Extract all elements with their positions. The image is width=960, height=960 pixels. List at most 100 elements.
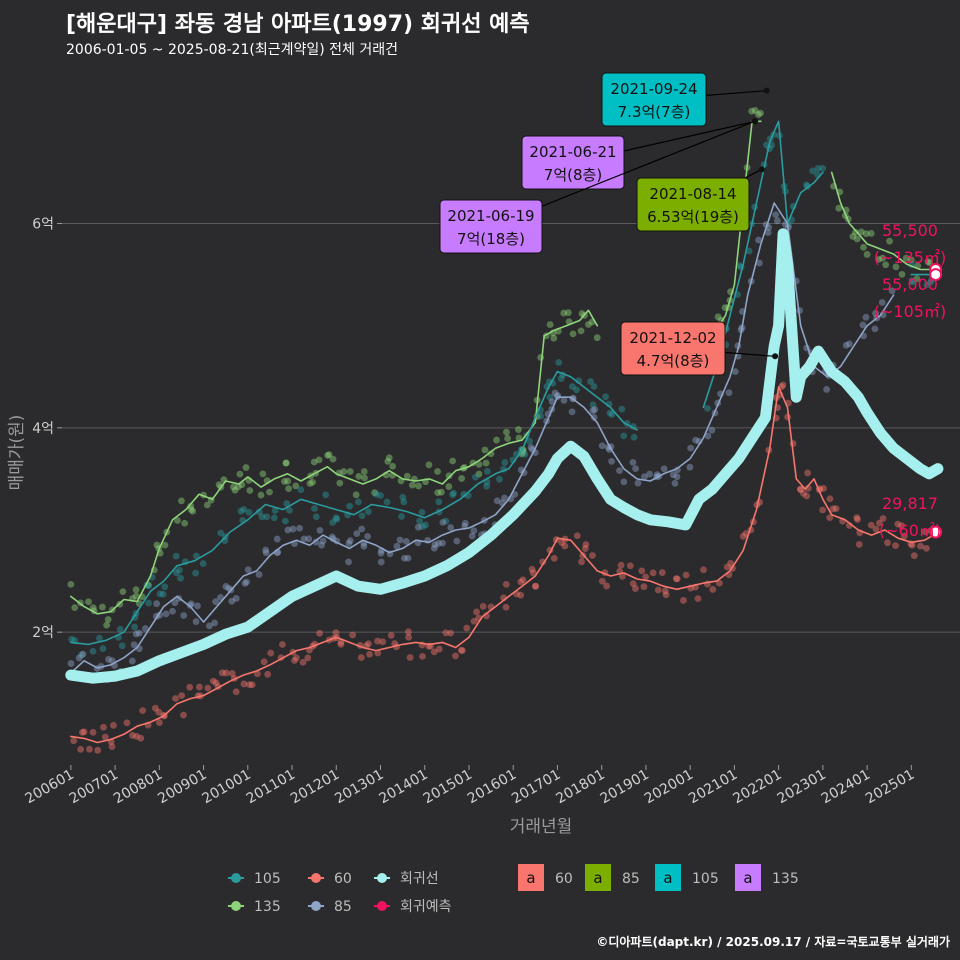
scatter-point	[284, 526, 292, 534]
scatter-point	[192, 618, 200, 625]
scatter-point	[803, 492, 811, 500]
scatter-point	[355, 472, 363, 480]
scatter-point	[431, 541, 439, 549]
scatter-point	[561, 542, 569, 550]
scatter-point	[921, 528, 929, 536]
scatter-point	[357, 654, 365, 661]
scatter-point	[379, 638, 387, 646]
scatter-point	[262, 546, 270, 554]
scatter-point	[772, 211, 780, 219]
scatter-point	[110, 721, 117, 729]
scatter-point	[773, 217, 781, 225]
scatter-point	[442, 629, 450, 637]
scatter-point	[243, 578, 251, 586]
scatter-point	[589, 552, 596, 559]
scatter-point	[297, 486, 305, 494]
scatter-point	[463, 624, 471, 632]
scatter-point	[401, 554, 408, 562]
scatter-point	[687, 444, 695, 452]
scatter-point	[232, 688, 240, 696]
x-axis-title: 거래년월	[510, 817, 573, 837]
scatter-point	[212, 598, 220, 606]
scatter-point	[304, 654, 312, 662]
scatter-point	[337, 640, 345, 648]
scatter-point	[345, 539, 353, 547]
scatter-point	[826, 514, 834, 522]
scatter-point	[79, 650, 87, 658]
scatter-point	[103, 621, 111, 629]
scatter-point	[186, 683, 194, 691]
scatter-point	[638, 567, 646, 575]
x-tick-label: 201801	[553, 767, 607, 808]
callout-target	[772, 353, 779, 360]
series-line-135c	[830, 171, 935, 271]
scatter-point	[731, 368, 739, 376]
credit-text: ©디아파트(dapt.kr) / 2025.09.17 / 자료=국토교통부 실…	[596, 935, 950, 949]
scatter-point	[195, 683, 203, 691]
legend-box-glyph: a	[743, 869, 752, 887]
scatter-point	[927, 279, 934, 286]
scatter-point	[620, 432, 628, 440]
scatter-point	[894, 520, 902, 528]
scatter-point	[78, 651, 85, 659]
scatter-point	[673, 575, 681, 583]
scatter-point	[585, 321, 592, 328]
scatter-point	[132, 586, 140, 594]
scatter-point	[757, 109, 764, 117]
scatter-point	[416, 517, 424, 525]
forecast-area: (~105㎡)	[874, 302, 946, 321]
scatter-point	[101, 733, 109, 741]
scatter-point	[620, 478, 628, 486]
scatter-point	[457, 646, 465, 654]
scatter-point	[461, 519, 469, 527]
scatter-point	[482, 459, 490, 467]
scatter-point	[403, 472, 411, 480]
scatter-point	[779, 381, 787, 389]
scatter-point	[309, 478, 316, 486]
scatter-point	[364, 532, 372, 540]
callout-price: 7억(18층)	[457, 230, 525, 248]
scatter-point	[658, 569, 666, 576]
scatter-point	[618, 572, 626, 580]
scatter-point	[169, 607, 176, 615]
scatter-point	[853, 514, 861, 522]
scatter-point	[135, 629, 143, 637]
scatter-point	[181, 519, 189, 527]
scatter-point	[404, 554, 412, 562]
scatter-point	[468, 532, 476, 540]
scatter-point	[587, 378, 594, 385]
scatter-point	[130, 641, 138, 649]
callout-target	[751, 118, 758, 125]
scatter-point	[908, 277, 916, 285]
scatter-point	[389, 462, 397, 470]
scatter-point	[415, 482, 422, 490]
scatter-point	[108, 743, 116, 750]
x-tick-label: 201401	[376, 767, 430, 808]
scatter-point	[755, 259, 763, 267]
scatter-point	[723, 563, 731, 571]
scatter-point	[820, 484, 827, 492]
scatter-point	[232, 595, 240, 602]
scatter-point	[460, 490, 468, 498]
scatter-point	[458, 475, 466, 482]
scatter-point	[483, 482, 491, 490]
scatter-point	[406, 654, 414, 661]
chart-title: [해운대구] 좌동 경남 아파트(1997) 회귀선 예측	[66, 12, 530, 37]
callout-rect	[620, 321, 726, 376]
scatter-point	[557, 375, 565, 383]
scatter-point	[502, 603, 510, 611]
scatter-point	[923, 281, 931, 289]
scatter-point	[475, 470, 483, 478]
scatter-point	[279, 641, 286, 648]
x-tick-label: 202201	[730, 767, 784, 808]
legend-box-key	[655, 864, 681, 891]
scatter-point	[319, 537, 327, 545]
scatter-point	[312, 538, 320, 546]
scatter-point	[527, 444, 535, 451]
x-tick-label: 202101	[686, 767, 740, 808]
x-tick-label: 201001	[200, 767, 254, 808]
scatter-point	[404, 628, 412, 636]
scatter-point	[283, 500, 291, 507]
scatter-point	[558, 539, 566, 547]
